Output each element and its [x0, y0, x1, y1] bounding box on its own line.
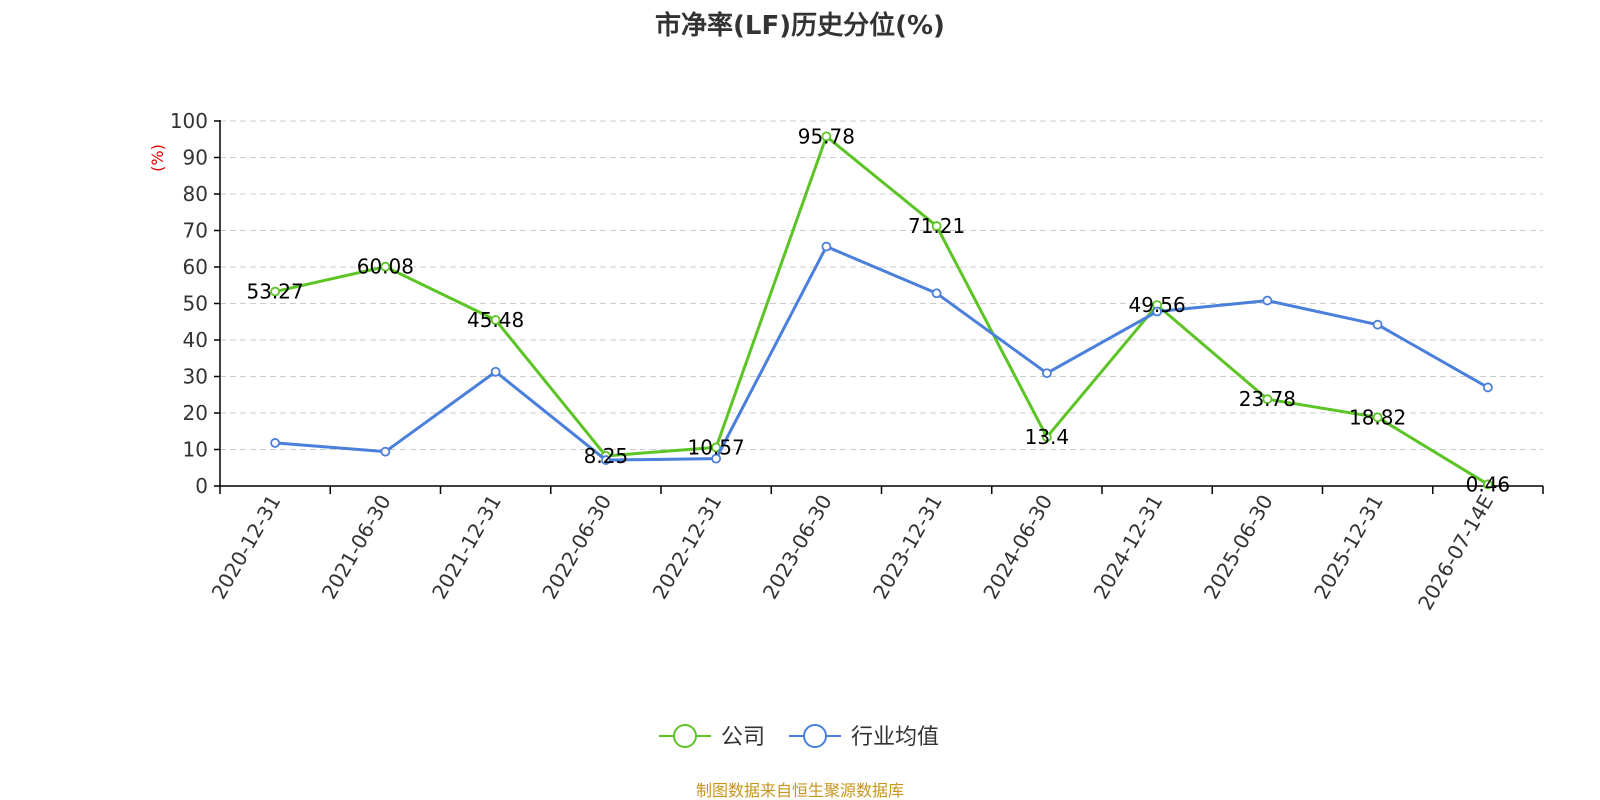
data-point	[821, 131, 832, 142]
data-label: 0.46	[1466, 472, 1511, 496]
data-point	[711, 453, 722, 464]
data-label: 10.57	[687, 435, 744, 459]
data-label: 60.08	[357, 255, 414, 279]
data-point	[821, 241, 832, 252]
data-point	[1041, 368, 1052, 379]
y-tick-label: 60	[183, 255, 208, 279]
chart-title: 市净率(LF)历史分位(%)	[655, 10, 945, 41]
data-label: 45.48	[467, 308, 524, 332]
data-point	[1482, 479, 1493, 490]
data-label: 23.78	[1239, 387, 1296, 411]
data-point	[1262, 295, 1273, 306]
data-point	[1372, 319, 1383, 330]
data-point	[270, 286, 281, 297]
x-tick-label: 2023-06-30	[758, 491, 837, 604]
source-note: 制图数据来自恒生聚源数据库	[696, 781, 904, 800]
x-tick-label: 2022-12-31	[648, 491, 727, 604]
data-point	[600, 455, 611, 465]
x-tick-label: 2023-12-31	[868, 491, 947, 604]
x-tick-label: 2025-12-31	[1309, 491, 1388, 604]
x-tick-label: 2025-06-30	[1199, 491, 1278, 604]
y-tick-label: 10	[183, 438, 208, 462]
y-tick-label: 0	[195, 474, 208, 498]
data-label: 8.25	[584, 444, 629, 468]
x-tick-label: 2024-06-30	[978, 491, 1057, 604]
data-point	[1482, 382, 1493, 393]
data-point	[1262, 394, 1273, 405]
y-tick-label: 80	[183, 182, 208, 206]
data-label: 71.21	[908, 214, 965, 238]
series-line-1	[274, 134, 1489, 486]
data-label: 13.4	[1025, 425, 1070, 449]
y-tick-label: 90	[183, 146, 208, 170]
grid-lines	[220, 120, 1543, 450]
legend-label: 公司	[721, 725, 765, 750]
data-point	[490, 366, 501, 377]
x-tick-label: 2021-06-30	[317, 491, 396, 604]
y-tick-label: 100	[170, 109, 208, 133]
x-tick-label: 2022-06-30	[537, 491, 616, 604]
y-tick-label: 30	[183, 365, 208, 389]
data-label: 18.82	[1349, 405, 1406, 429]
y-axis-label: (%)	[148, 144, 167, 172]
y-tick-label: 50	[183, 292, 208, 316]
data-point	[270, 438, 281, 448]
legend[interactable]: 公司 行业均值	[659, 724, 939, 750]
legend-label: 行业均值	[851, 725, 939, 750]
data-point	[1372, 412, 1383, 423]
data-point	[380, 261, 391, 272]
data-point	[1152, 306, 1163, 317]
series-lines	[270, 131, 1493, 490]
x-tick-label: 2024-12-31	[1089, 491, 1168, 604]
data-point	[490, 315, 501, 325]
x-tick-label: 2021-12-31	[427, 491, 506, 604]
data-point	[931, 221, 942, 231]
data-label: 95.78	[798, 124, 855, 148]
data-label: 49.56	[1128, 293, 1185, 317]
legend-marker-2	[803, 724, 827, 748]
y-tick-label: 40	[183, 328, 208, 352]
data-label: 53.27	[246, 280, 303, 304]
data-labels: 53.27 60.08 45.48 8.25 10.57 95.78 71.21 13.4 49…	[246, 124, 1510, 496]
series-line-2	[275, 245, 1489, 462]
x-tick-label: 2026-07-14E	[1413, 491, 1498, 615]
legend-marker-1	[673, 724, 697, 748]
data-point	[711, 442, 722, 453]
data-point	[931, 288, 942, 299]
y-tick-label: 20	[183, 401, 208, 425]
axes: 0 10 20 30 40 50 60 70 80 90 100 2020-12-31 2021-06-…	[170, 109, 1544, 615]
y-tick-label: 70	[183, 219, 208, 243]
data-point	[380, 446, 391, 457]
data-point	[1041, 432, 1052, 442]
x-tick-label: 2020-12-31	[207, 491, 286, 604]
